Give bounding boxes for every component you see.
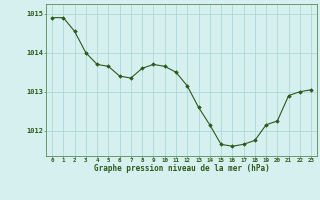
X-axis label: Graphe pression niveau de la mer (hPa): Graphe pression niveau de la mer (hPa) [94, 164, 269, 173]
